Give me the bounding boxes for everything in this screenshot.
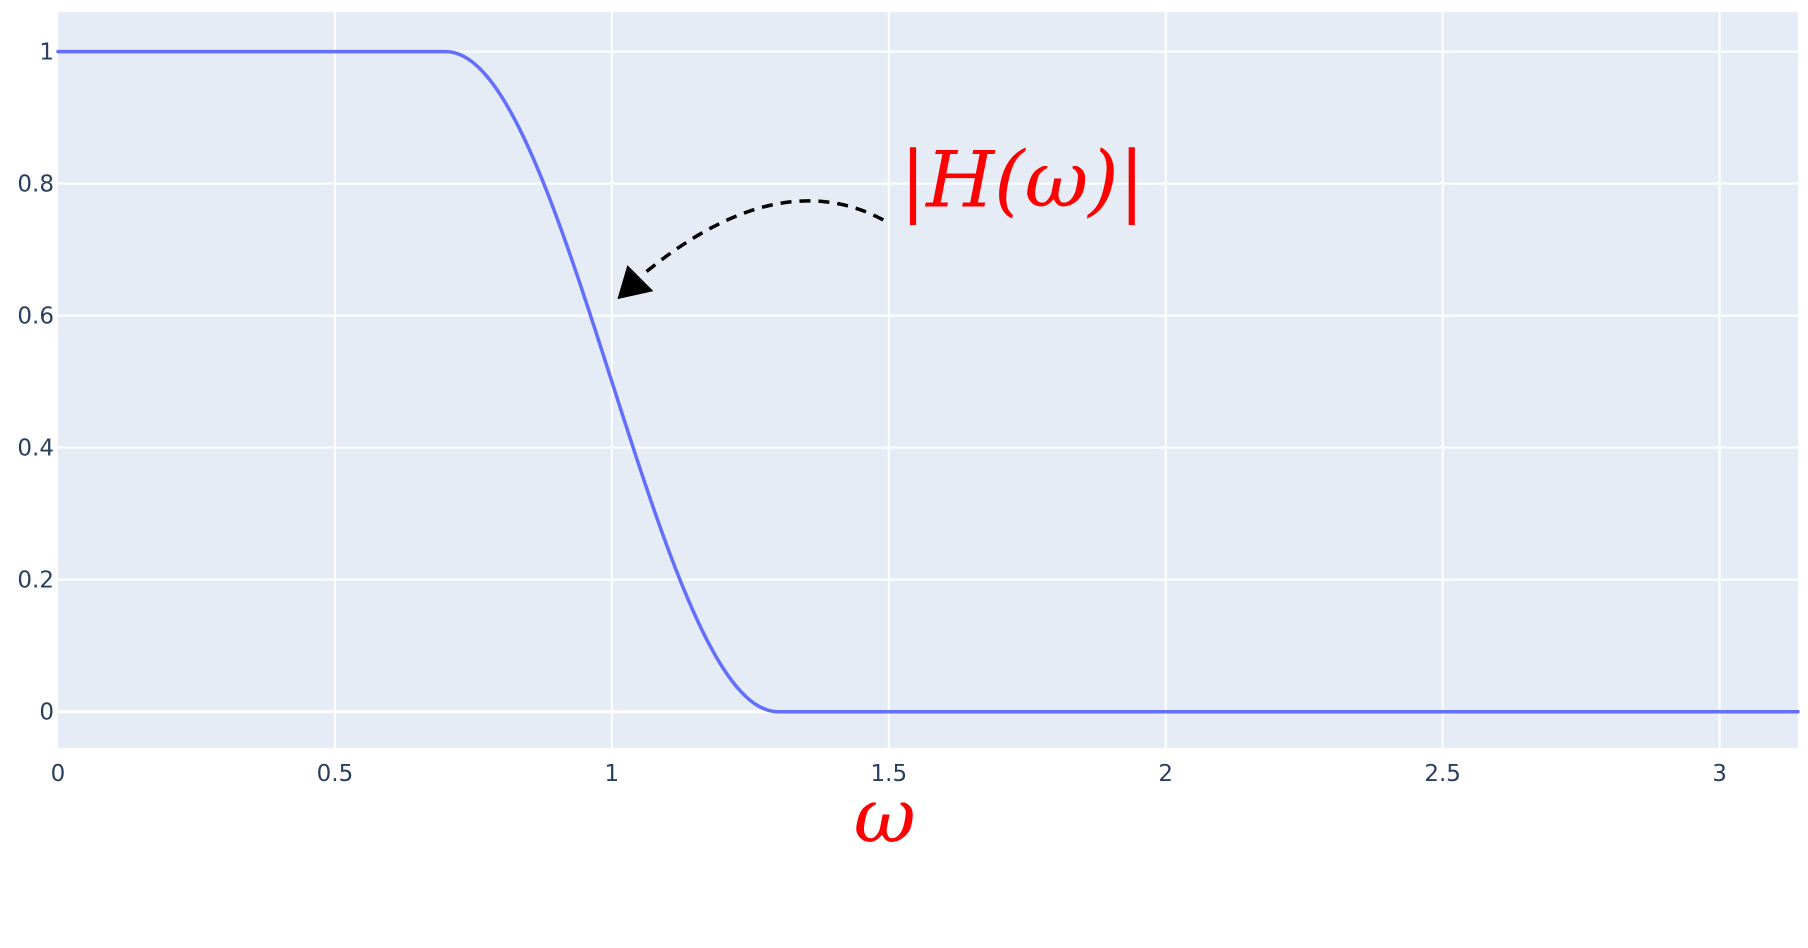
- x-tick-label: 1: [605, 761, 620, 787]
- x-tick-label: 2.5: [1424, 761, 1461, 787]
- x-tick-label: 2: [1158, 761, 1173, 787]
- annotation-arrowhead: [617, 265, 654, 300]
- magnitude-annotation-label: |H(ω)|: [900, 136, 1145, 226]
- y-tick-label: 0.8: [17, 172, 54, 198]
- x-axis-title: ω: [854, 771, 916, 860]
- y-tick-label: 0.6: [17, 304, 54, 330]
- x-tick-label: 0: [51, 761, 66, 787]
- y-tick-label: 0.2: [17, 568, 54, 594]
- x-tick-label: 3: [1712, 761, 1727, 787]
- y-tick-label: 0.4: [17, 436, 54, 462]
- magnitude-response-line: [56, 49, 1800, 714]
- x-tick-label: 0.5: [317, 761, 354, 787]
- y-tick-label: 0: [39, 700, 54, 726]
- plot-area: [58, 12, 1798, 748]
- tick-labels: 0 0.5 1 1.5 2 2.5 3 0 0.2 0.4 0.6 0.8 1: [17, 40, 1726, 787]
- y-tick-label: 1: [39, 40, 54, 66]
- annotation-arrow: [643, 199, 885, 275]
- x-tick-label: 1.5: [871, 761, 908, 787]
